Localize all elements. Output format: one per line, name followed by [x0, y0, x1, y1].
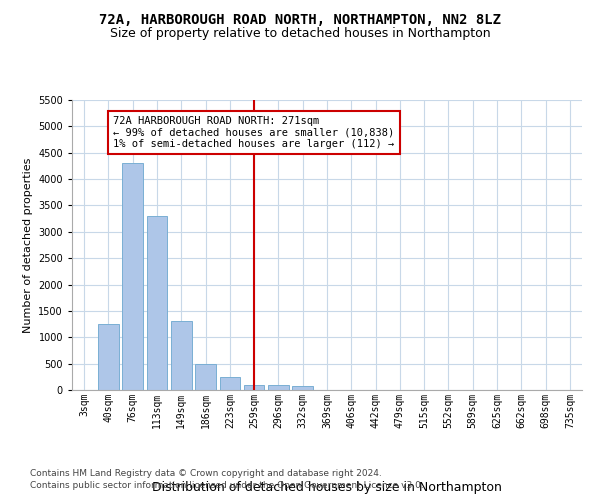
- Text: Contains public sector information licensed under the Open Government Licence v3: Contains public sector information licen…: [30, 481, 424, 490]
- Bar: [220, 377, 240, 390]
- Bar: [98, 324, 119, 390]
- Bar: [146, 216, 167, 390]
- Text: 72A, HARBOROUGH ROAD NORTH, NORTHAMPTON, NN2 8LZ: 72A, HARBOROUGH ROAD NORTH, NORTHAMPTON,…: [99, 12, 501, 26]
- Bar: [171, 322, 191, 390]
- Bar: [292, 386, 313, 390]
- Text: 72A HARBOROUGH ROAD NORTH: 271sqm
← 99% of detached houses are smaller (10,838)
: 72A HARBOROUGH ROAD NORTH: 271sqm ← 99% …: [113, 116, 395, 149]
- Bar: [268, 384, 289, 390]
- Bar: [195, 364, 216, 390]
- Y-axis label: Number of detached properties: Number of detached properties: [23, 158, 32, 332]
- Text: Contains HM Land Registry data © Crown copyright and database right 2024.: Contains HM Land Registry data © Crown c…: [30, 468, 382, 477]
- Bar: [244, 384, 265, 390]
- X-axis label: Distribution of detached houses by size in Northampton: Distribution of detached houses by size …: [152, 481, 502, 494]
- Text: Size of property relative to detached houses in Northampton: Size of property relative to detached ho…: [110, 28, 490, 40]
- Bar: [122, 164, 143, 390]
